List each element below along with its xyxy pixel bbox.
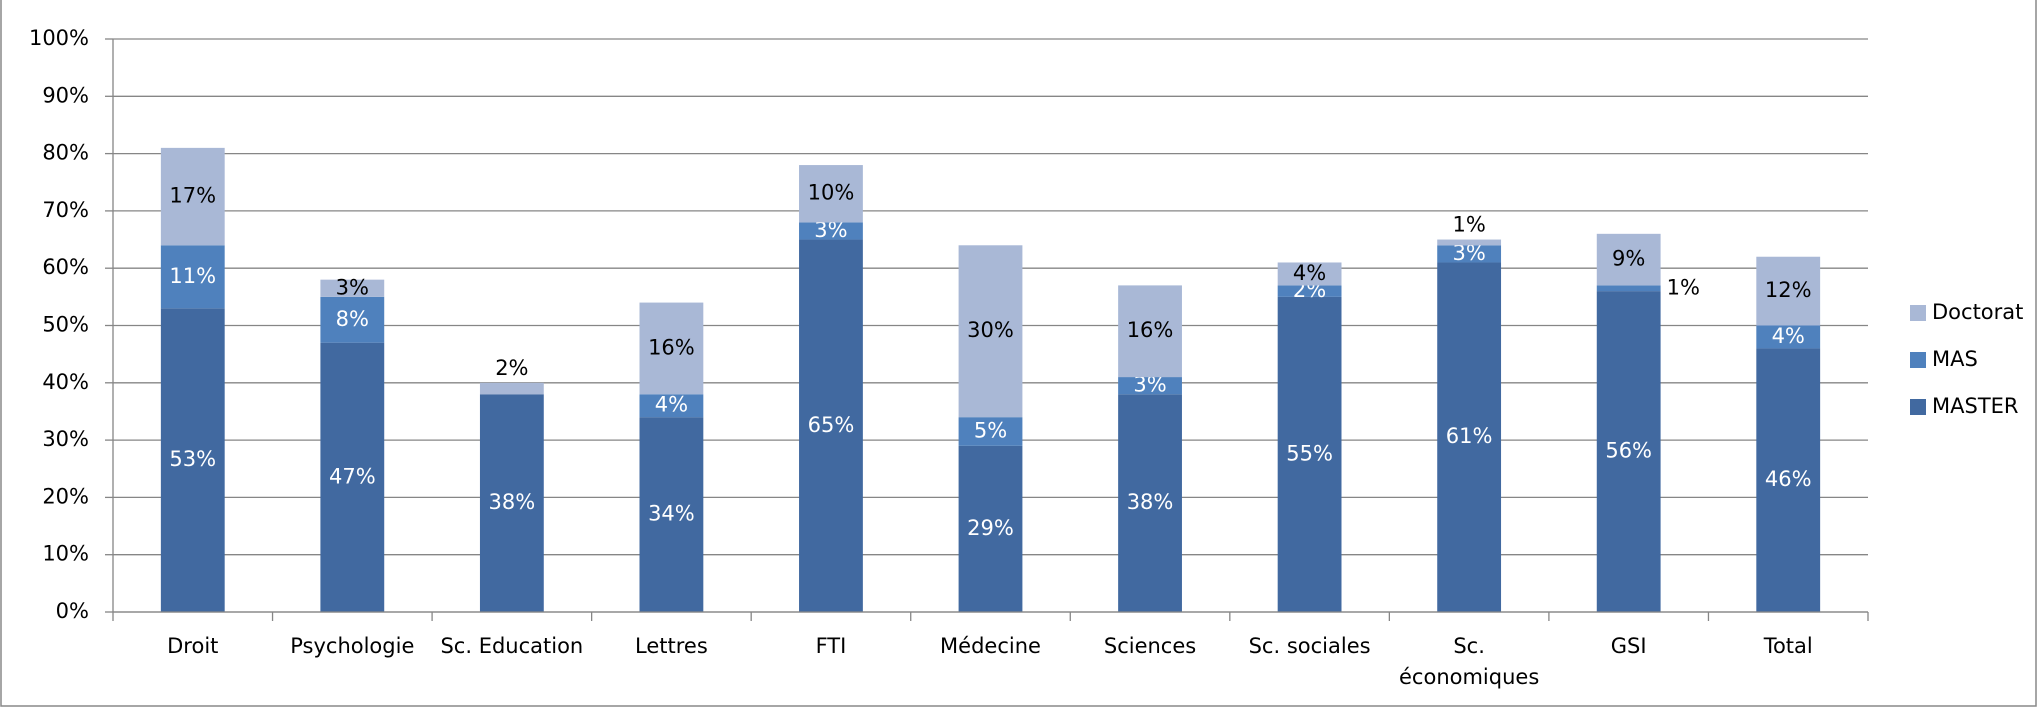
bar-segment [160, 308, 225, 612]
bar-segment [320, 279, 385, 297]
bar-segment [1277, 296, 1342, 612]
data-label: 47% [329, 464, 376, 488]
x-tick-label: Médecine [940, 634, 1041, 658]
legend-label: MAS [1932, 347, 1978, 371]
x-tick-label: Droit [167, 634, 218, 658]
data-label: 53% [169, 447, 216, 471]
data-label: 9% [1612, 247, 1645, 271]
bar-segment [1756, 325, 1821, 349]
x-tick-label: Lettres [635, 634, 708, 658]
x-tick-label: Psychologie [290, 634, 414, 658]
bar-segment [479, 382, 544, 395]
data-label: 5% [974, 419, 1007, 443]
bar-segment [799, 222, 863, 240]
y-tick-label: 10% [42, 542, 89, 566]
legend-swatch [1910, 352, 1926, 368]
data-label: 16% [1127, 318, 1174, 342]
bar-segment [639, 394, 704, 418]
data-label: 55% [1286, 441, 1333, 465]
y-tick-label: 90% [42, 83, 89, 107]
bar-segment [1277, 285, 1342, 297]
data-label: 16% [648, 335, 695, 359]
data-label: 65% [808, 413, 855, 437]
y-tick-label: 100% [29, 26, 89, 50]
bar-segment [1118, 377, 1182, 395]
bar-segment [1437, 239, 1502, 246]
data-label: 38% [489, 490, 536, 514]
y-tick-label: 0% [56, 599, 89, 623]
x-tick-label: Sc. économiques [1399, 634, 1539, 689]
bar-segment [1596, 285, 1661, 292]
bar-segment [1118, 285, 1182, 378]
bar-segment [1437, 262, 1502, 612]
bar-segment [958, 445, 1023, 612]
bar-segment [799, 239, 863, 613]
y-tick-label: 30% [42, 427, 89, 451]
data-label: 12% [1765, 278, 1812, 302]
bar-segment [1596, 291, 1661, 612]
data-label: 10% [808, 181, 855, 205]
x-tick-label-line: Sc. [1453, 634, 1485, 658]
x-tick-label: Sc. Education [440, 634, 583, 658]
data-label: 17% [169, 184, 216, 208]
data-label: 30% [967, 318, 1014, 342]
data-label: 61% [1446, 424, 1493, 448]
bar-segment [160, 245, 225, 309]
bar-segment [1596, 233, 1661, 286]
data-label: 34% [648, 502, 695, 526]
data-label: 46% [1765, 467, 1812, 491]
data-label: 4% [1772, 324, 1805, 348]
bar-segment [479, 394, 544, 612]
data-label: 1% [1452, 213, 1485, 237]
data-label: 29% [967, 516, 1014, 540]
y-tick-label: 70% [42, 198, 89, 222]
data-label: 4% [1293, 261, 1326, 285]
legend-label: Doctorat [1932, 300, 2023, 324]
legend-swatch [1910, 305, 1926, 321]
legend-label: MASTER [1932, 394, 2019, 418]
bar-segment [1437, 245, 1502, 263]
bar-segment [958, 245, 1023, 418]
y-tick-label: 60% [42, 255, 89, 279]
y-tick-label: 40% [42, 370, 89, 394]
bar-segment [1277, 262, 1342, 286]
data-label: 1% [1667, 275, 1700, 299]
y-tick-label: 20% [42, 484, 89, 508]
y-tick-label: 80% [42, 141, 89, 165]
data-label: 11% [169, 264, 216, 288]
bar-segment [320, 342, 385, 612]
x-tick-label: Sciences [1104, 634, 1196, 658]
bar-segment [320, 296, 385, 343]
bar-segment [639, 302, 704, 395]
x-tick-label: FTI [816, 634, 847, 658]
bar-segment [160, 147, 225, 246]
data-label: 38% [1127, 490, 1174, 514]
bar-segment [1118, 394, 1182, 612]
data-label: 2% [495, 356, 528, 380]
data-label: 4% [655, 393, 688, 417]
y-tick-label: 50% [42, 313, 89, 337]
data-label: 56% [1605, 439, 1652, 463]
x-tick-label: GSI [1611, 634, 1647, 658]
x-tick-label: Total [1763, 634, 1813, 658]
data-label: 3% [336, 275, 369, 299]
x-tick-label: Sc. sociales [1249, 634, 1371, 658]
data-label: 8% [336, 307, 369, 331]
bar-segment [958, 417, 1023, 446]
bar-segment [1756, 256, 1821, 326]
legend-swatch [1910, 399, 1926, 415]
bar-segment [799, 165, 863, 223]
bar-segment [1756, 348, 1821, 612]
x-tick-label-line: économiques [1399, 665, 1539, 689]
bar-segment [639, 417, 704, 612]
